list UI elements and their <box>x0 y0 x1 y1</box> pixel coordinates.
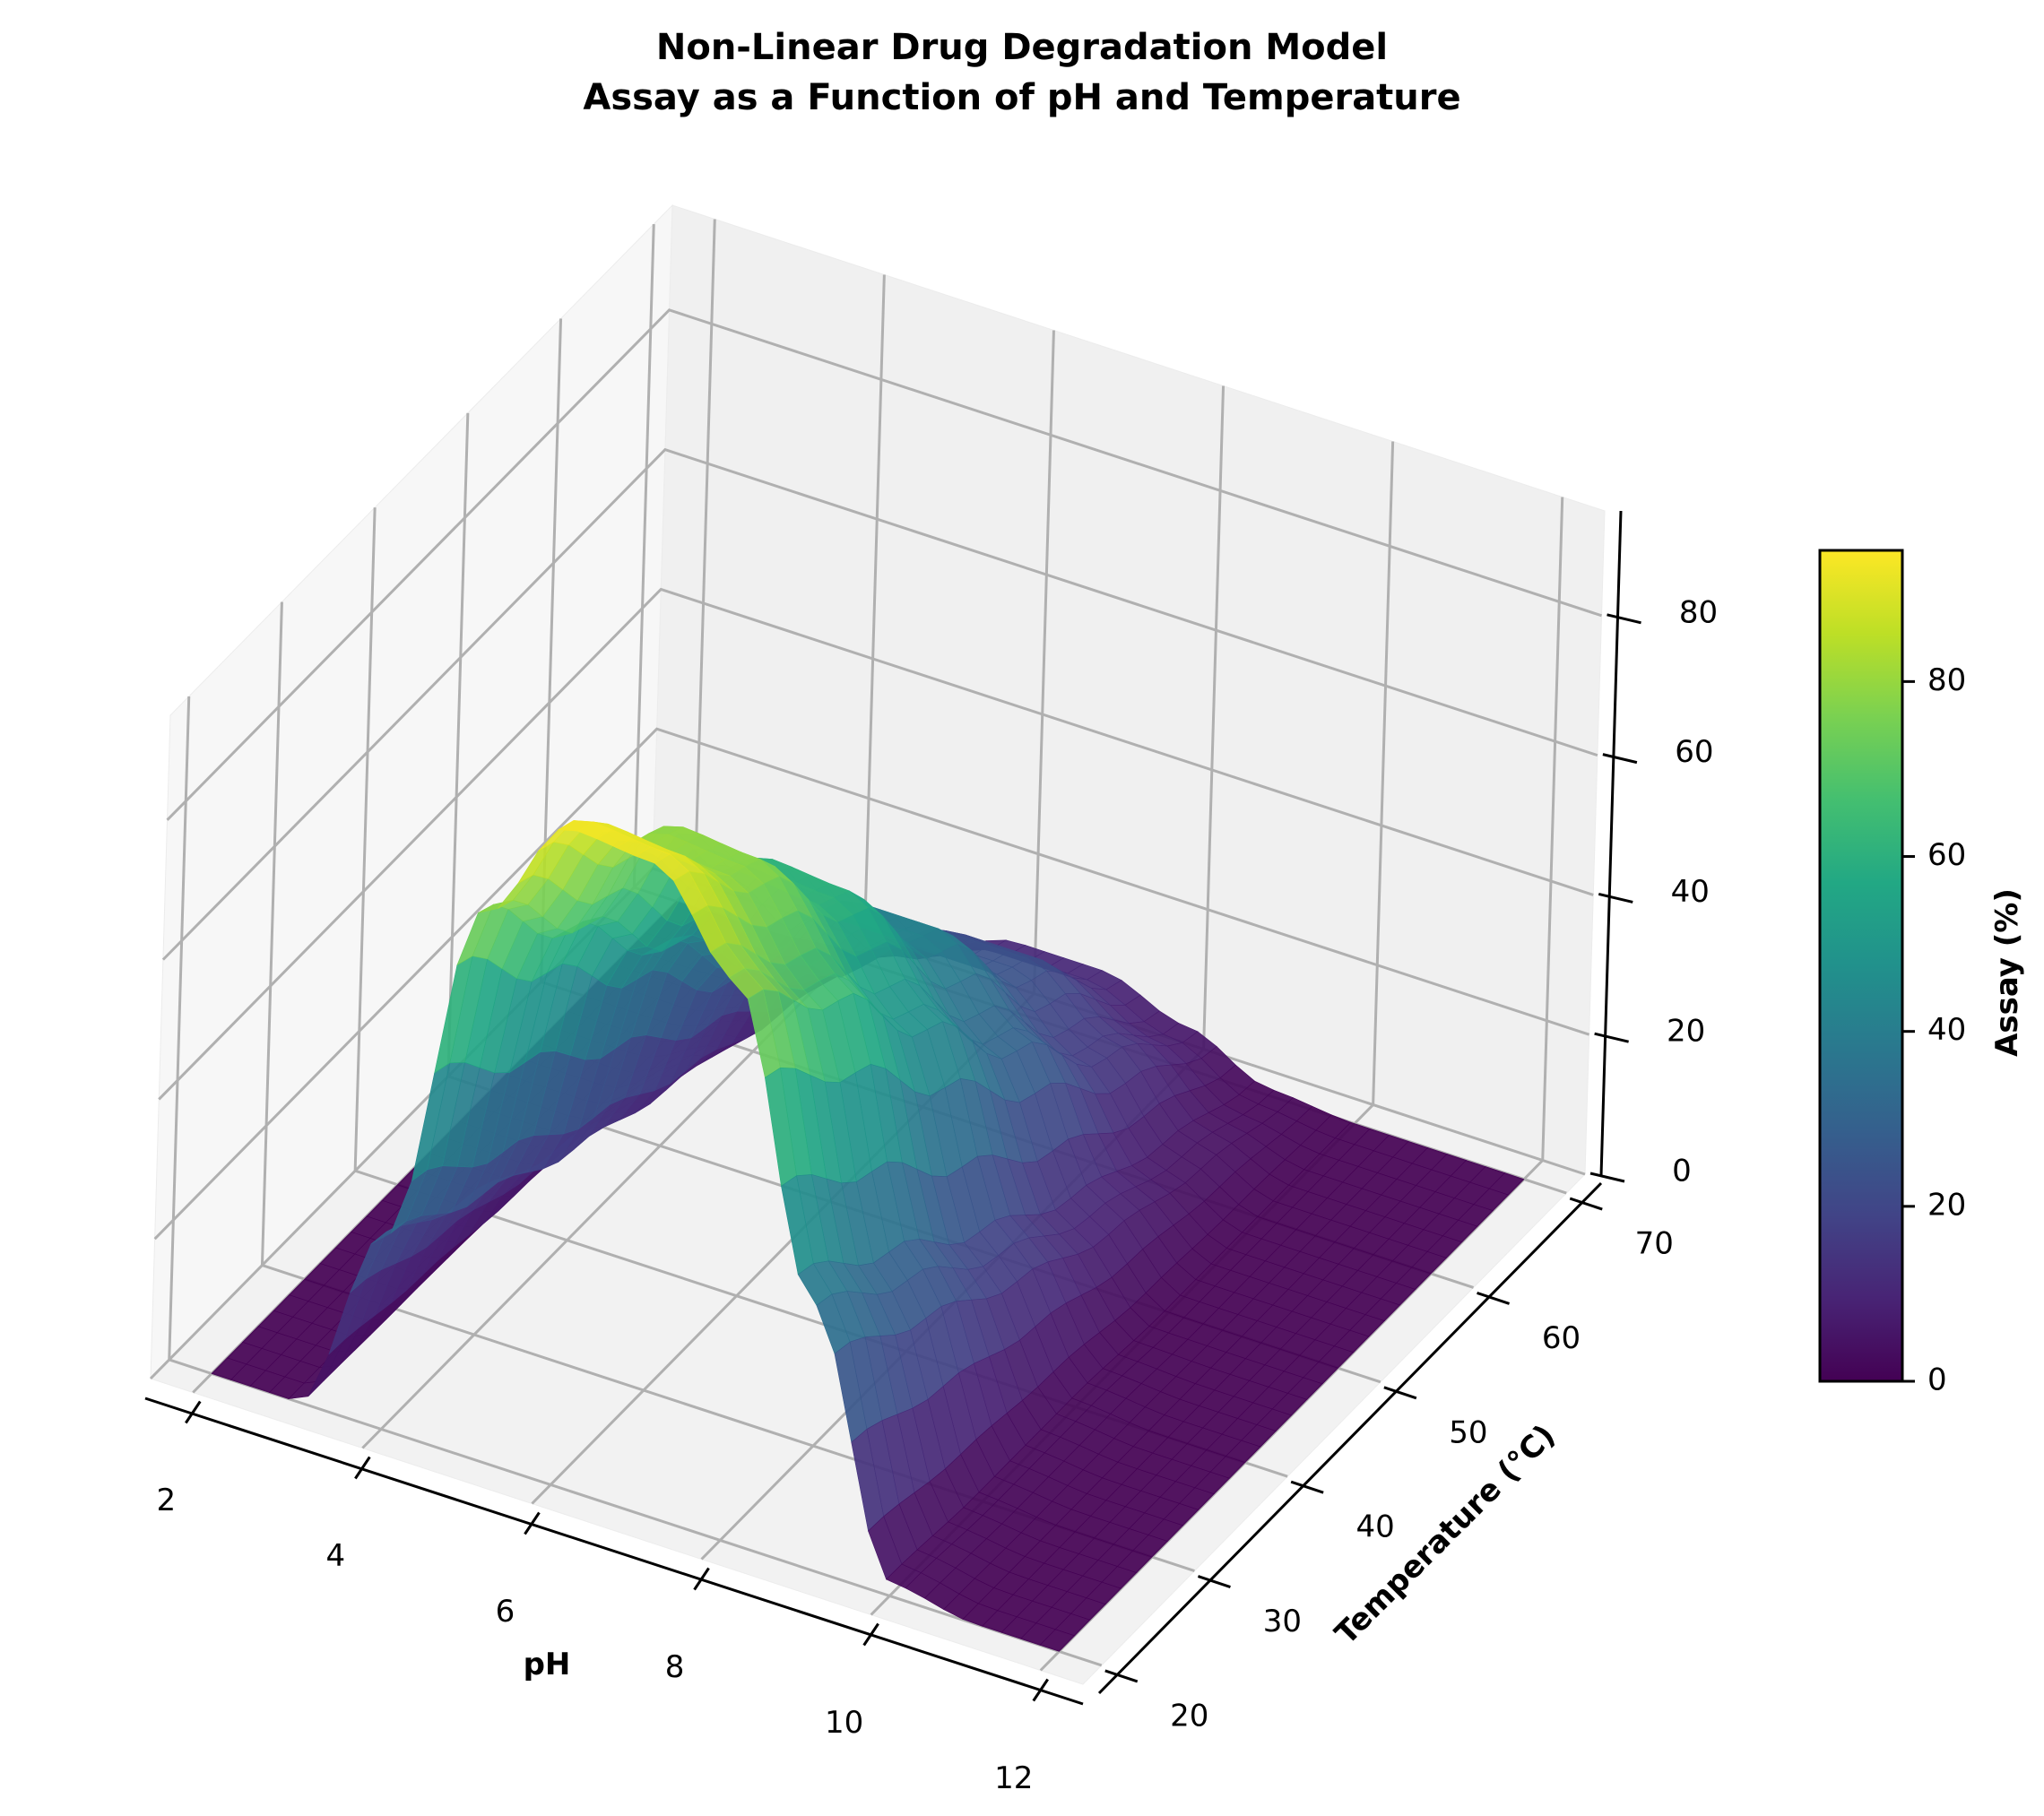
colorbar-tick-label: 60 <box>1927 837 1966 873</box>
z-grid-line <box>161 447 1598 961</box>
colorbar-tick-label: 20 <box>1927 1187 1966 1223</box>
colorbar: 0 20 40 60 80 Assay (%) <box>1818 549 2025 1398</box>
z-tick <box>1589 1172 1625 1183</box>
z-tick-label: 60 <box>1675 734 1713 770</box>
surface-plot <box>211 820 1525 1652</box>
y-tick <box>1197 1575 1231 1588</box>
y-tick-label: 70 <box>1635 1226 1674 1262</box>
z-axis-line <box>1599 510 1623 1177</box>
x-tick <box>1032 1678 1049 1702</box>
x-tick-label: 8 <box>665 1649 685 1685</box>
x-tick <box>354 1456 371 1480</box>
colorbar-label: Assay (%) <box>1989 888 2025 1057</box>
colorbar-tick-label: 80 <box>1927 662 1966 698</box>
y-tick <box>1569 1197 1603 1211</box>
x-tick <box>862 1622 879 1647</box>
chart-subtitle: Assay as a Function of pH and Temperatur… <box>583 77 1460 118</box>
z-tick <box>1602 753 1638 765</box>
y-tick <box>1104 1669 1139 1683</box>
x-tick <box>524 1511 541 1535</box>
y-axis-line <box>1097 1181 1603 1695</box>
chart-title: Non-Linear Drug Degradation Model <box>656 27 1388 68</box>
x-tick-label: 10 <box>825 1705 863 1741</box>
y-tick-label: 20 <box>1170 1698 1208 1734</box>
x-tick <box>185 1400 202 1424</box>
x-tick-label: 6 <box>496 1594 515 1630</box>
y-tick-label: 30 <box>1263 1604 1302 1639</box>
surface-facet <box>1039 1629 1076 1652</box>
x-axis-label: pH <box>524 1647 571 1682</box>
x-tick-label: 4 <box>326 1538 346 1574</box>
z-tick <box>1598 892 1633 904</box>
z-grid-line <box>153 727 1590 1241</box>
axis-ticks: 2 4 6 8 10 12 20 30 40 50 60 70 0 20 40 60 80 <box>156 594 1718 1796</box>
y-tick-label: 60 <box>1542 1320 1581 1356</box>
x-tick <box>693 1567 710 1591</box>
axis-lines <box>144 510 1623 1706</box>
y-tick-label: 50 <box>1449 1414 1487 1450</box>
z-tick <box>1594 1032 1629 1043</box>
z-tick <box>1607 613 1641 625</box>
z-tick-label: 80 <box>1679 594 1718 630</box>
y-tick-label: 40 <box>1356 1509 1395 1545</box>
x-tick-label: 12 <box>994 1760 1033 1796</box>
x-tick-label: 2 <box>156 1483 176 1518</box>
colorbar-tick-label: 0 <box>1927 1362 1947 1398</box>
z-tick-label: 40 <box>1671 874 1710 910</box>
y-tick <box>1477 1292 1511 1305</box>
y-tick <box>1290 1480 1324 1494</box>
x-axis-line <box>144 1397 1084 1706</box>
colorbar-tick-label: 40 <box>1927 1012 1966 1048</box>
z-tick-label: 20 <box>1667 1014 1705 1050</box>
colorbar-ticks: 0 20 40 60 80 <box>1902 662 1966 1398</box>
z-tick-label: 0 <box>1672 1154 1692 1189</box>
z-grid-line <box>158 587 1594 1101</box>
colorbar-gradient <box>1818 549 1904 1383</box>
z-grid-line <box>166 308 1602 821</box>
y-tick <box>1383 1386 1417 1400</box>
